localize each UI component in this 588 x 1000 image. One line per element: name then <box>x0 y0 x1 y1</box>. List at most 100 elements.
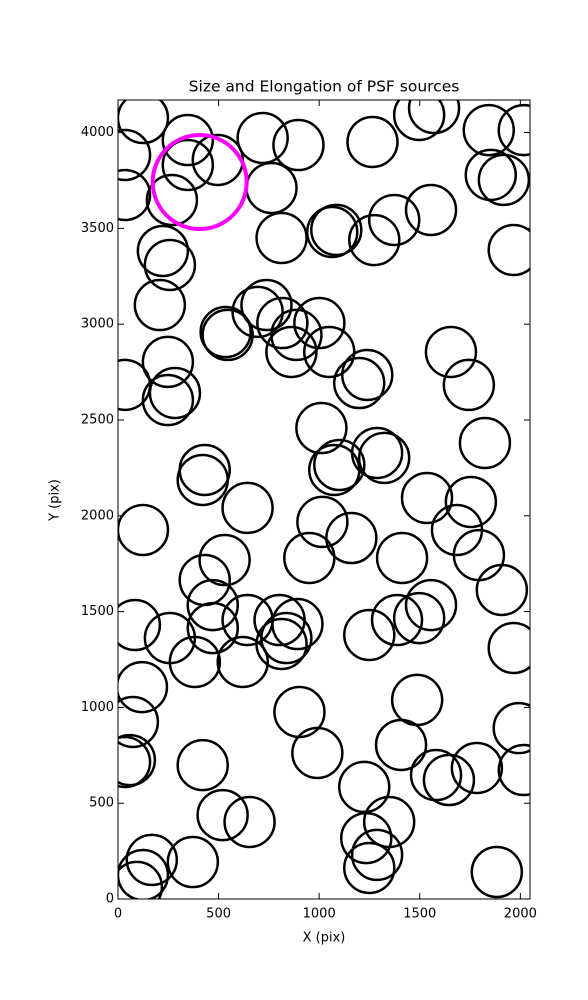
psf-source <box>150 133 249 232</box>
psf-source <box>477 153 530 207</box>
psf-source <box>145 173 199 227</box>
psf-source <box>487 223 530 277</box>
psf-source <box>404 183 458 237</box>
psf-source <box>296 495 349 549</box>
psf-source <box>458 416 512 470</box>
plot-area <box>118 100 530 899</box>
psf-source <box>176 738 229 792</box>
psf-source <box>118 860 164 899</box>
y-tick-label: 500 <box>89 796 114 811</box>
x-tick-label: 1500 <box>403 907 436 922</box>
plot-frame <box>117 99 531 900</box>
psf-source <box>148 366 202 420</box>
psf-source <box>196 788 249 842</box>
psf-source <box>271 597 324 651</box>
psf-source <box>221 481 274 535</box>
psf-source <box>240 278 293 332</box>
x-tick-label: 0 <box>114 907 122 922</box>
psf-source <box>161 113 215 167</box>
psf-source <box>475 563 529 617</box>
psf-source <box>497 103 530 157</box>
psf-source <box>367 193 421 247</box>
psf-source <box>118 733 157 787</box>
y-tick-label: 4000 <box>81 125 114 140</box>
psf-source <box>255 617 308 671</box>
psf-source <box>272 118 325 172</box>
psf-source <box>302 325 356 379</box>
psf-source <box>343 841 396 895</box>
y-tick-label: 1000 <box>81 700 114 715</box>
psf-source <box>400 471 454 525</box>
psf-source <box>223 795 276 849</box>
psf-source <box>176 453 229 507</box>
psf-source <box>118 128 152 182</box>
psf-source <box>392 591 446 645</box>
psf-source <box>199 305 252 359</box>
psf-source <box>450 741 504 795</box>
x-tick-label: 1000 <box>303 907 336 922</box>
y-tick-label: 3000 <box>81 317 114 332</box>
psf-source <box>487 621 530 675</box>
psf-source <box>313 438 366 492</box>
y-tick-label: 2500 <box>81 412 114 427</box>
chart-title: Size and Elongation of PSF sources <box>189 78 460 96</box>
x-axis-label: X (pix) <box>303 931 346 946</box>
psf-source <box>118 503 170 557</box>
psf-source <box>295 401 348 455</box>
psf-source <box>444 475 498 529</box>
psf-source <box>255 211 308 265</box>
psf-source <box>341 348 394 402</box>
psf-source <box>310 203 363 257</box>
psf-source <box>357 431 411 485</box>
psf-source <box>392 100 446 142</box>
psf-source <box>348 213 401 267</box>
psf-source <box>374 718 428 772</box>
psf-source <box>283 531 336 585</box>
psf-source <box>143 238 197 292</box>
psf-source <box>186 578 240 632</box>
psf-source <box>407 100 461 135</box>
x-tick-label: 500 <box>206 907 231 922</box>
psf-source <box>293 296 346 350</box>
psf-source <box>260 611 313 665</box>
psf-source <box>343 608 396 662</box>
psf-source <box>291 726 344 780</box>
psf-source <box>118 695 160 749</box>
psf-source <box>422 753 476 807</box>
y-axis-label: Y (pix) <box>48 479 63 522</box>
psf-source <box>442 358 496 412</box>
psf-source <box>231 285 284 339</box>
psf-source <box>462 103 516 157</box>
psf-source <box>497 743 530 797</box>
psf-source <box>118 660 169 714</box>
psf-source <box>470 845 524 899</box>
psf-source <box>362 795 416 849</box>
psf-source <box>492 701 530 755</box>
psf-source <box>133 278 187 332</box>
psf-source <box>270 308 323 362</box>
psf-source <box>118 100 170 145</box>
psf-source <box>350 426 404 480</box>
psf-source <box>370 593 424 647</box>
psf-source <box>305 205 359 259</box>
psf-source <box>424 325 478 379</box>
psf-source <box>346 115 399 169</box>
psf-source <box>404 578 458 632</box>
psf-source <box>166 835 220 889</box>
psf-source <box>350 828 404 882</box>
psf-source <box>136 224 190 278</box>
y-tick-label: 2000 <box>81 508 114 523</box>
psf-source <box>141 335 195 389</box>
psf-source <box>118 168 152 222</box>
psf-source <box>201 308 254 362</box>
psf-source <box>216 635 269 689</box>
x-tick-label: 2000 <box>504 907 537 922</box>
psf-source <box>332 356 386 410</box>
psf-source <box>186 601 240 655</box>
psf-source <box>118 598 162 652</box>
y-tick-label: 1500 <box>81 604 114 619</box>
psf-source <box>118 735 152 789</box>
y-tick-label: 3500 <box>81 221 114 236</box>
